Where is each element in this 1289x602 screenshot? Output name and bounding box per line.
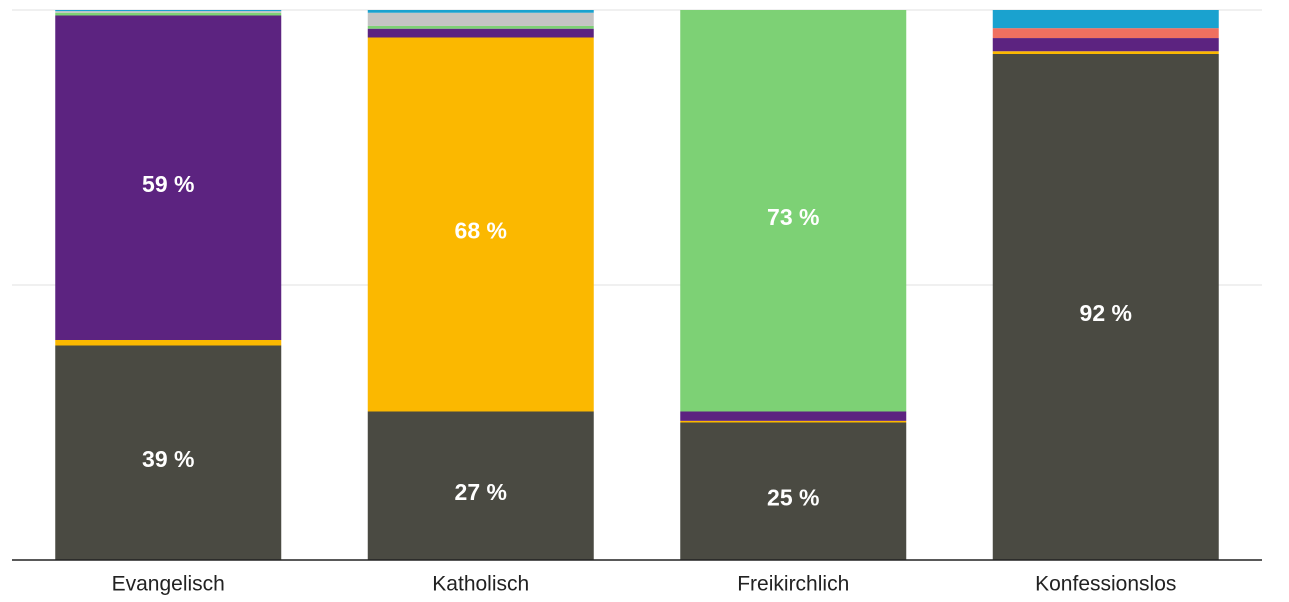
bar-segment — [55, 11, 282, 13]
bar-segment — [367, 37, 594, 412]
bar-segment — [55, 10, 282, 12]
x-tick-label: Katholisch — [432, 573, 529, 596]
value-label: 39 % — [142, 446, 194, 472]
value-label: 92 % — [1080, 300, 1132, 326]
bar-segment — [55, 345, 282, 560]
value-label: 25 % — [767, 484, 819, 510]
value-label: 68 % — [455, 218, 507, 244]
bar-segment — [55, 340, 282, 346]
value-label: 59 % — [142, 171, 194, 197]
bar-segment — [367, 411, 594, 560]
bar-segment — [680, 10, 907, 412]
bar-segment — [55, 12, 282, 16]
bar-segment — [367, 10, 594, 13]
x-tick-label: Freikirchlich — [737, 573, 849, 596]
bar-segment — [680, 420, 907, 423]
bar-segment — [992, 38, 1219, 52]
bar-segment — [992, 10, 1219, 29]
bar-segment — [680, 422, 907, 560]
x-tick-label: Evangelisch — [112, 573, 225, 596]
bar-segment — [367, 28, 594, 38]
bar-segment — [992, 28, 1219, 39]
bar-segment — [992, 51, 1219, 54]
bar-segment — [55, 15, 282, 340]
bar-segment — [992, 54, 1219, 560]
x-tick-label: Konfessionslos — [1035, 573, 1176, 596]
bar-segment — [367, 25, 594, 29]
bar-segment — [680, 411, 907, 421]
value-label: 73 % — [767, 204, 819, 230]
bar-segment — [367, 12, 594, 26]
value-label: 27 % — [455, 479, 507, 505]
